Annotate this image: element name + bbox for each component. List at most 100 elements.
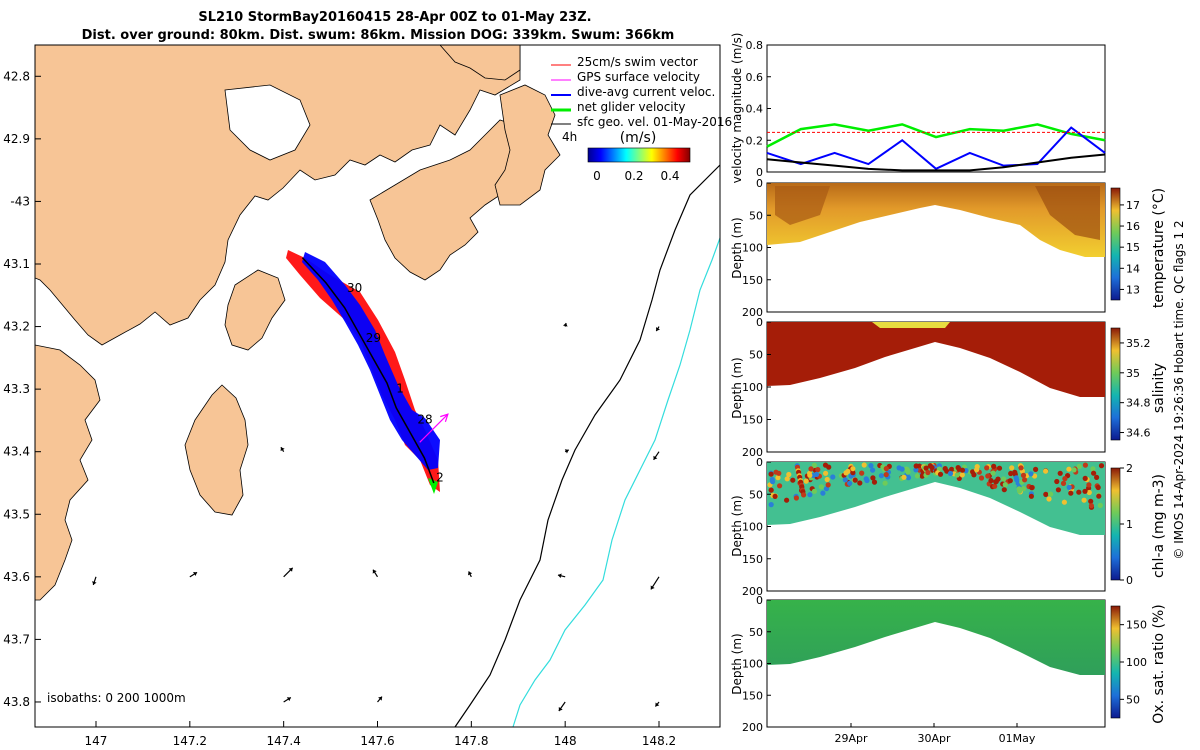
gps-velocity-arrow [419, 413, 449, 443]
temperature-y-tick-2: 100 [742, 242, 763, 255]
land-north [35, 45, 521, 346]
chl-sample-dot [775, 475, 781, 481]
velocity-frame [766, 44, 1106, 173]
colorbar-tick-2: 0.4 [660, 169, 679, 183]
oxygen-cbar-tick-2: 50 [1126, 693, 1140, 706]
temperature-y-tick-4: 200 [742, 306, 763, 319]
time-x-tick-2: 01May [999, 732, 1036, 745]
map-x-tick-4: 147.8 [454, 734, 488, 748]
chl-sample-dot [914, 473, 921, 479]
geo-velocity-arrowhead-9 [653, 455, 658, 460]
glider-track-line [301, 257, 435, 484]
day-label-4: 2 [436, 471, 444, 485]
chl-sample-dot [959, 472, 965, 478]
chlorophyll-y-tick-1: 50 [749, 488, 763, 501]
temperature-cbar-tick-3: 14 [1126, 262, 1140, 275]
geo-velocity-arrowhead-7 [280, 447, 285, 452]
chl-sample-dot [1057, 470, 1063, 476]
temperature-warm-patch-left [775, 186, 830, 225]
velocity-y-tick-1: 0.2 [746, 134, 764, 147]
salinity-colorbar [1110, 327, 1121, 441]
map-y-tick-2: -43 [10, 194, 30, 208]
chl-sample-dot [883, 466, 889, 472]
oxygen-y-tick-1: 50 [749, 626, 763, 639]
temperature-colorbar [1110, 187, 1121, 301]
chl-sample-dot [830, 474, 836, 480]
land-east-peninsula [369, 119, 531, 281]
temperature-y-ticks: 0 50 100 150 200 [742, 177, 771, 319]
chl-sample-dot [1082, 462, 1088, 468]
chl-sample-dot [1090, 466, 1096, 472]
chl-sample-dot [882, 480, 888, 486]
geo-velocity-arrowhead-0 [92, 581, 97, 585]
map-y-tick-0: 42.8 [3, 69, 30, 83]
chl-sample-dot [947, 470, 954, 477]
chl-sample-dot [1071, 467, 1077, 473]
chl-sample-dot [803, 478, 809, 484]
chl-sample-dot [901, 474, 907, 480]
map-y-tick-8: 43.6 [3, 570, 30, 584]
chl-sample-dot [870, 467, 876, 473]
chl-sample-dot [852, 477, 858, 483]
oxygen-cbar-tick-1: 100 [1126, 656, 1147, 669]
chl-sample-dot [793, 495, 800, 501]
chl-sample-dot [772, 493, 778, 499]
chl-sample-dot [971, 472, 977, 478]
legend-geo: sfc geo. vel. 01-May-2016 [577, 115, 732, 129]
map-y-tick-5: 43.3 [3, 382, 30, 396]
chlorophyll-colorbar [1110, 467, 1121, 581]
chl-sample-dot [984, 465, 990, 471]
temperature-field [767, 183, 1105, 257]
chl-sample-dot [1002, 482, 1008, 488]
chl-sample-dot [776, 470, 782, 476]
chlorophyll-dots [767, 462, 1105, 510]
chl-sample-dot [815, 467, 821, 473]
time-x-ticks: 29Apr 30Apr 01May [834, 723, 1036, 745]
chl-sample-dot [861, 462, 867, 468]
oxygen-ylabel: Depth (m) [730, 633, 744, 694]
salinity-cbar-label: salinity [1151, 363, 1167, 413]
map-y-tick-7: 43.5 [3, 507, 30, 521]
salinity-panel: 0 50 100 150 200 Depth (m) 35.2 35 34.8 34.6 sa… [730, 316, 1167, 459]
isobath-1000m [512, 237, 721, 728]
temperature-y-tick-0: 0 [756, 177, 763, 190]
colorbar-tick-0: 0 [593, 169, 601, 183]
oxygen-cbar-tick-0: 150 [1126, 619, 1147, 632]
chlorophyll-panel: 0 50 100 150 200 Depth (m) 2 1 0 chl-a (mg m-3… [730, 456, 1167, 598]
chl-sample-dot [811, 488, 818, 494]
legend-gps: GPS surface velocity [577, 70, 700, 84]
chl-sample-dot [1097, 502, 1103, 508]
chl-sample-dot [883, 472, 889, 478]
gps-velocity-arrowhead [440, 413, 449, 422]
chl-sample-dot [988, 478, 994, 484]
chl-sample-dot [808, 466, 814, 472]
time-x-tick-0: 29Apr [834, 732, 868, 745]
temperature-cbar-tick-2: 15 [1126, 241, 1140, 254]
oxygen-panel: 0 50 100 150 200 Depth (m) 150 100 50 Ox. sat.… [730, 594, 1167, 745]
land-central [224, 269, 286, 351]
chlorophyll-ylabel: Depth (m) [730, 495, 744, 556]
map-y-tick-3: 43.1 [3, 257, 30, 271]
chl-sample-dot [1098, 463, 1105, 469]
chl-sample-dot [850, 466, 856, 472]
salinity-y-ticks: 0 50 100 150 200 [742, 316, 771, 459]
chl-sample-dot [825, 482, 831, 488]
map-x-tick-2: 147.4 [266, 734, 300, 748]
chlorophyll-cbar-tick-1: 1 [1126, 518, 1133, 531]
salinity-cbar-tick-0: 35.2 [1126, 337, 1151, 350]
chlorophyll-y-tick-2: 100 [742, 521, 763, 534]
salinity-colorbar-ticks: 35.2 35 34.8 34.6 [1120, 337, 1151, 440]
chl-sample-dot [768, 471, 774, 477]
chl-sample-dot [949, 466, 955, 472]
chl-sample-dot [859, 470, 865, 476]
title-line-2: Dist. over ground: 80km. Dist. swum: 86k… [82, 28, 675, 43]
geo-velocity-arrowhead-1 [193, 572, 198, 577]
chl-sample-dot [1043, 468, 1049, 474]
legend-4h: 4h [562, 130, 577, 144]
salinity-cbar-tick-3: 34.6 [1126, 427, 1151, 440]
day-label-3: 28 [417, 413, 432, 427]
chl-sample-dot [801, 492, 807, 498]
land-upper-arm [439, 45, 521, 81]
oxygen-y-tick-0: 0 [756, 594, 763, 607]
